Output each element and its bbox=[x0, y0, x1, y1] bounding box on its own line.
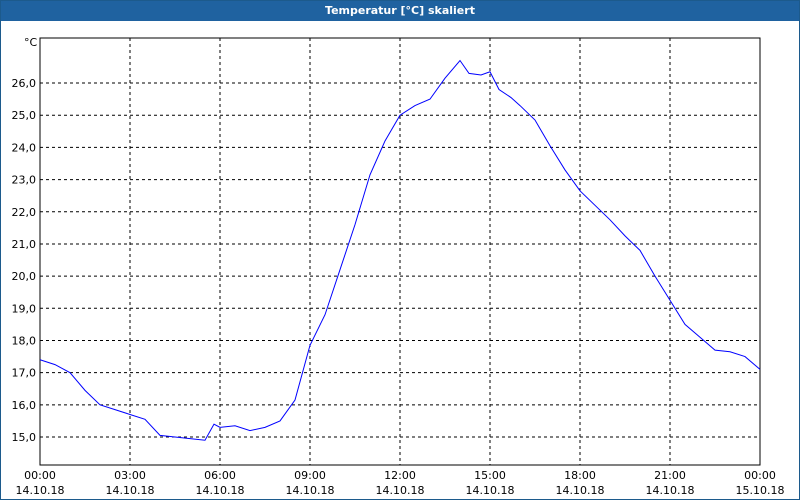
x-tick-date: 14.10.18 bbox=[196, 484, 245, 497]
y-tick-label: 26,0 bbox=[12, 77, 37, 90]
y-tick-label: 17,0 bbox=[12, 367, 37, 380]
x-tick-date: 14.10.18 bbox=[556, 484, 605, 497]
x-tick-date: 14.10.18 bbox=[466, 484, 515, 497]
x-tick-label: 00:00 bbox=[24, 469, 56, 482]
x-tick-label: 06:00 bbox=[204, 469, 236, 482]
y-tick-label: 25,0 bbox=[12, 109, 37, 122]
y-tick-label: 19,0 bbox=[12, 302, 37, 315]
x-tick-label: 03:00 bbox=[114, 469, 146, 482]
title-bar: Temperatur [°C] skaliert bbox=[1, 1, 799, 21]
x-tick-label: 09:00 bbox=[294, 469, 326, 482]
y-tick-label: 24,0 bbox=[12, 141, 37, 154]
x-tick-label: 15:00 bbox=[474, 469, 506, 482]
y-tick-label: 22,0 bbox=[12, 206, 37, 219]
y-tick-label: 15,0 bbox=[12, 431, 37, 444]
temperature-line bbox=[39, 59, 761, 441]
x-tick-date: 15.10.18 bbox=[736, 484, 785, 497]
y-tick-label: 18,0 bbox=[12, 334, 37, 347]
y-unit: °C bbox=[24, 36, 38, 49]
y-tick-label: 16,0 bbox=[12, 399, 37, 412]
x-tick-date: 14.10.18 bbox=[646, 484, 695, 497]
x-tick-date: 14.10.18 bbox=[106, 484, 155, 497]
x-tick-date: 14.10.18 bbox=[376, 484, 425, 497]
x-tick-label: 00:00 bbox=[744, 469, 776, 482]
x-tick-label: 18:00 bbox=[564, 469, 596, 482]
x-tick-label: 12:00 bbox=[384, 469, 416, 482]
x-tick-date: 14.10.18 bbox=[16, 484, 65, 497]
x-tick-label: 21:00 bbox=[654, 469, 686, 482]
x-tick-date: 14.10.18 bbox=[286, 484, 335, 497]
y-tick-label: 20,0 bbox=[12, 270, 37, 283]
y-tick-label: 23,0 bbox=[12, 174, 37, 187]
y-tick-label: 21,0 bbox=[12, 238, 37, 251]
